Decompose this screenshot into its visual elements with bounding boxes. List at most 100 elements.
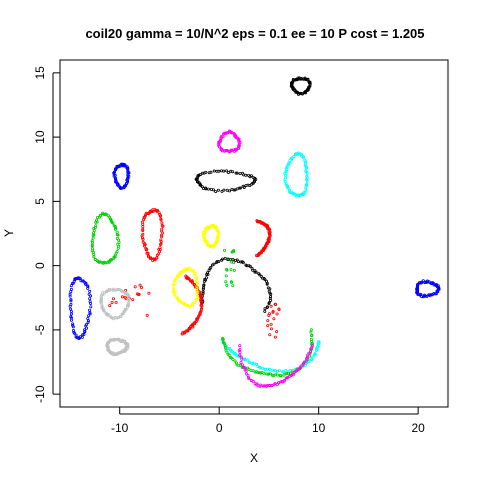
- data-point: [219, 169, 223, 173]
- data-point: [111, 297, 115, 301]
- data-point: [233, 258, 237, 262]
- data-point: [95, 220, 99, 224]
- data-point: [268, 296, 272, 300]
- data-point: [283, 180, 287, 184]
- data-point: [285, 164, 289, 168]
- data-point: [272, 374, 276, 378]
- data-point: [160, 235, 164, 239]
- data-point: [139, 285, 143, 289]
- data-point: [87, 314, 91, 318]
- data-point: [148, 210, 152, 214]
- data-point: [195, 289, 199, 293]
- data-point: [269, 304, 273, 308]
- data-point: [273, 368, 277, 372]
- data-point: [190, 279, 194, 283]
- data-point: [69, 312, 73, 316]
- data-point: [201, 292, 205, 296]
- x-tick-label: 0: [216, 421, 223, 435]
- data-point: [248, 184, 252, 188]
- data-point: [267, 289, 271, 293]
- data-point: [83, 281, 87, 285]
- data-point: [416, 283, 420, 287]
- data-point: [224, 280, 228, 284]
- data-point: [189, 279, 193, 283]
- data-point: [246, 183, 250, 187]
- data-point: [229, 280, 233, 284]
- data-point: [87, 292, 91, 296]
- data-point: [114, 168, 118, 172]
- data-point: [215, 169, 219, 173]
- y-tick-label: 5: [33, 198, 47, 205]
- series-cluster: [217, 129, 242, 154]
- data-point: [199, 300, 203, 304]
- data-point: [214, 261, 218, 265]
- data-point: [159, 233, 163, 237]
- data-point: [255, 362, 259, 366]
- data-point: [266, 324, 270, 328]
- data-point: [125, 292, 129, 296]
- data-point: [102, 309, 106, 313]
- y-axis: -10 -5 0 5 10 15: [33, 66, 60, 403]
- data-point: [159, 217, 163, 221]
- data-point: [256, 371, 260, 375]
- series-cluster: [254, 219, 272, 258]
- data-point: [284, 368, 288, 372]
- data-point: [200, 307, 204, 311]
- data-point: [245, 358, 249, 362]
- data-point: [284, 173, 288, 177]
- data-point: [178, 272, 182, 276]
- data-point: [229, 169, 233, 173]
- data-point: [423, 280, 427, 284]
- data-point: [68, 304, 72, 308]
- data-point: [202, 171, 206, 175]
- data-point: [250, 266, 254, 270]
- data-point: [100, 305, 104, 309]
- data-point: [171, 283, 175, 287]
- data-point: [284, 169, 288, 173]
- data-point: [309, 337, 313, 341]
- data-point: [302, 361, 306, 365]
- data-point: [86, 320, 90, 324]
- data-point: [211, 224, 215, 228]
- data-point: [206, 187, 210, 191]
- data-point: [238, 350, 242, 354]
- data-point: [247, 173, 251, 177]
- data-point: [149, 256, 153, 260]
- data-point: [73, 331, 77, 335]
- data-point: [106, 214, 110, 218]
- data-point: [159, 239, 163, 243]
- data-point: [88, 308, 92, 312]
- data-point: [221, 338, 225, 342]
- data-point: [207, 268, 211, 272]
- data-point: [238, 172, 242, 176]
- data-point: [71, 325, 75, 329]
- data-point: [436, 290, 440, 294]
- data-point: [69, 297, 73, 301]
- data-point: [68, 294, 72, 298]
- data-point: [112, 224, 116, 228]
- data-point: [88, 297, 92, 301]
- series-cluster: [289, 76, 312, 96]
- data-point: [119, 315, 123, 319]
- data-point: [125, 341, 129, 345]
- data-point: [81, 279, 85, 283]
- data-point: [125, 344, 129, 348]
- data-point: [116, 242, 120, 246]
- series-cluster: [112, 162, 131, 191]
- y-tick-label: -10: [33, 385, 47, 403]
- data-point: [145, 251, 149, 255]
- series-cluster: [266, 302, 281, 339]
- data-point: [110, 301, 114, 305]
- data-point: [263, 309, 267, 313]
- data-point: [117, 240, 121, 244]
- data-point: [269, 322, 273, 326]
- data-point: [193, 274, 197, 278]
- data-point: [101, 293, 105, 297]
- series-cluster: [237, 344, 314, 388]
- series-cluster: [415, 279, 441, 299]
- plot-frame: [59, 59, 449, 408]
- data-point: [183, 267, 187, 271]
- data-point: [293, 153, 297, 157]
- data-point: [282, 373, 286, 377]
